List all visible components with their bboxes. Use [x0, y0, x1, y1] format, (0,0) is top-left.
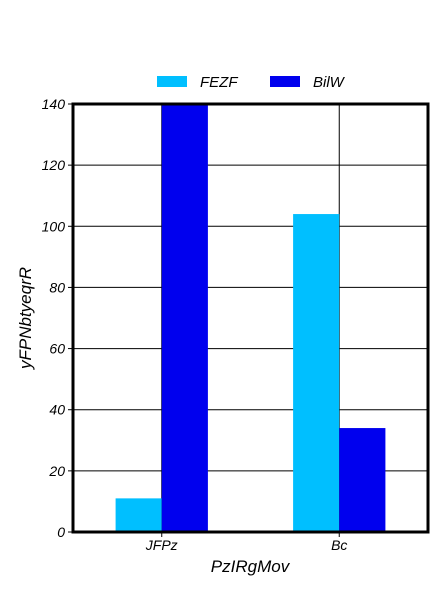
x-tick-label: Bc: [331, 537, 347, 553]
y-tick-label: 140: [42, 96, 66, 112]
y-tick-label: 40: [49, 402, 65, 418]
plot-frame: [71, 102, 430, 534]
legend-swatch-FEZF: [157, 76, 187, 87]
bar-FEZF-Bc: [293, 214, 340, 533]
x-axis-ticks: JFPz Bc: [145, 532, 347, 553]
legend-label-BilW: BilW: [313, 74, 346, 91]
bars: [115, 104, 386, 533]
x-axis-title: PzIRgMov: [211, 557, 291, 576]
legend-label-FEZF: FEZF: [200, 74, 238, 91]
y-tick-label: 80: [49, 279, 65, 295]
y-tick-label: 60: [49, 341, 65, 357]
y-axis-title: yFPNbtyeqrR: [16, 267, 35, 370]
bar-FEZF-JFPz: [115, 498, 162, 532]
x-tick-label: JFPz: [145, 537, 178, 553]
bar-BilW-Bc: [339, 428, 386, 532]
legend-swatch-BilW: [270, 76, 300, 87]
y-tick-label: 20: [48, 463, 65, 479]
bar-BilW-JFPz: [161, 104, 208, 532]
legend: FEZF BilW: [157, 74, 346, 91]
y-axis-ticks: 0 20 40 60 80 100 120 140: [42, 96, 73, 540]
y-tick-label: 0: [57, 524, 65, 540]
y-tick-label: 120: [42, 157, 66, 173]
y-tick-label: 100: [42, 218, 66, 234]
